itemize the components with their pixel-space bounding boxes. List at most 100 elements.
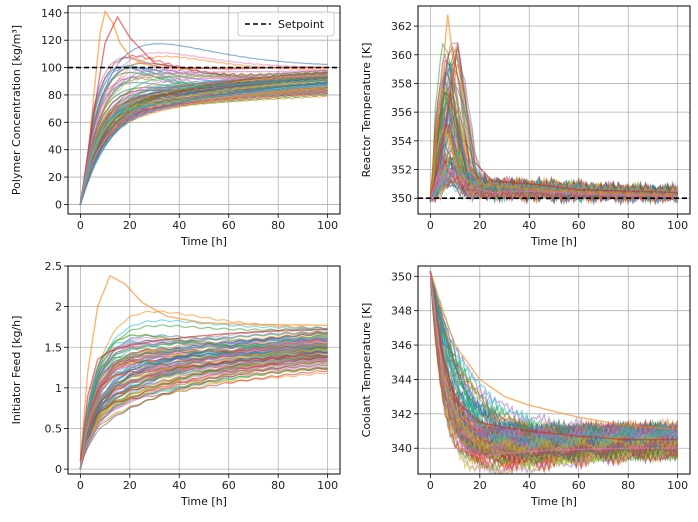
x-tick-label: 0: [77, 219, 84, 232]
x-axis-label: Time [h]: [180, 235, 227, 248]
series-min: [79, 358, 328, 466]
series-mid: [79, 328, 328, 462]
y-tick-label: 2.5: [45, 260, 63, 273]
trajectory-line: [79, 79, 328, 205]
y-tick-label: 2: [55, 301, 62, 314]
trajectory-line: [79, 331, 328, 470]
x-axis-label: Time [h]: [180, 495, 227, 508]
chart-polymer: 0 20 40 60 80 100 0 20 40 60 80 100 120 140 Time [h] Po…: [10, 5, 341, 248]
y-tick-label: 356: [391, 106, 412, 119]
trajectory-line: [79, 83, 328, 205]
trajectory-line: [79, 363, 328, 470]
trajectory-line: [79, 89, 328, 205]
x-tick-label: 20: [473, 219, 487, 232]
trajectory-line: [429, 271, 679, 442]
x-tick-label: 40: [172, 219, 186, 232]
trajectory-line: [79, 310, 328, 470]
x-tick-label: 0: [77, 479, 84, 492]
x-tick-label: 20: [473, 479, 487, 492]
y-tick-label: 120: [41, 34, 62, 47]
series-slow: [79, 83, 328, 205]
trajectory-line: [79, 358, 328, 470]
y-tick-label: 360: [391, 49, 412, 62]
trajectory-line: [79, 347, 328, 470]
trajectory-bundle: [79, 9, 328, 206]
y-tick-label: 352: [391, 164, 412, 177]
trajectory-line: [429, 126, 679, 200]
x-tick-label: 80: [621, 479, 635, 492]
legend-box: [237, 11, 335, 37]
y-tick-label: 100: [41, 62, 62, 75]
y-axis-label: Polymer Concentration [kg/m³]: [10, 25, 23, 195]
trajectory-bundle: [429, 14, 679, 206]
axes-frame: [417, 265, 691, 475]
x-tick-label: 60: [572, 479, 586, 492]
y-tick-label: 350: [391, 192, 412, 205]
y-axis-label: Initiator Feed [kg/h]: [10, 316, 23, 425]
x-tick-label: 100: [667, 219, 688, 232]
x-tick-label: 0: [427, 479, 434, 492]
x-tick-label: 100: [317, 219, 338, 232]
x-axis-label: Time [h]: [530, 495, 577, 508]
y-tick-label: 40: [48, 144, 62, 157]
trajectory-bundle: [429, 270, 679, 474]
x-tick-label: 100: [317, 479, 338, 492]
y-tick-label: 362: [391, 20, 412, 33]
y-axis-label: Reactor Temperature [K]: [360, 43, 373, 178]
trajectory-line: [79, 70, 328, 205]
axes-frame: [67, 5, 341, 215]
series-medium: [79, 69, 328, 205]
y-tick-label: 1: [55, 382, 62, 395]
x-tick-label: 0: [427, 219, 434, 232]
y-tick-label: 0: [55, 463, 62, 476]
trajectory-bundle: [79, 274, 328, 470]
y-tick-label: 1.5: [45, 341, 63, 354]
series-late-peak: [429, 43, 678, 199]
trajectory-line: [79, 332, 328, 470]
trajectory-line: [79, 337, 328, 470]
legend-setpoint-label: Setpoint: [278, 18, 325, 31]
series-low: [429, 271, 678, 458]
y-tick-label: 350: [391, 270, 412, 283]
axes-frame: [67, 265, 341, 475]
series-mid: [429, 271, 678, 441]
y-tick-label: 0.5: [45, 423, 63, 436]
trajectory-line: [79, 65, 328, 205]
y-tick-label: 340: [391, 442, 412, 455]
y-tick-label: 358: [391, 77, 412, 90]
x-tick-label: 20: [123, 219, 137, 232]
x-tick-label: 60: [572, 219, 586, 232]
x-tick-label: 60: [222, 479, 236, 492]
trajectory-line: [79, 72, 328, 205]
y-tick-label: 346: [391, 339, 412, 352]
x-tick-label: 100: [667, 479, 688, 492]
y-tick-label: 80: [48, 89, 62, 102]
trajectory-line: [79, 75, 328, 205]
chart-initiator: 0 20 40 60 80 100 0 0.5 1 1.5 2 2.5 Time [h] Initiato…: [10, 260, 341, 508]
trajectory-line: [79, 332, 328, 470]
trajectory-line: [79, 338, 328, 470]
y-tick-label: 348: [391, 305, 412, 318]
x-tick-label: 80: [271, 219, 285, 232]
trajectory-line: [79, 360, 328, 470]
trajectory-line: [429, 271, 679, 454]
x-tick-label: 80: [271, 479, 285, 492]
trajectory-line: [429, 271, 679, 461]
x-tick-label: 20: [123, 479, 137, 492]
trajectory-line: [79, 326, 328, 470]
y-tick-label: 20: [48, 171, 62, 184]
legend: Setpoint: [237, 11, 335, 37]
x-tick-label: 40: [172, 479, 186, 492]
axes-frame: [417, 5, 691, 215]
x-tick-label: 60: [222, 219, 236, 232]
series-max: [79, 274, 328, 462]
x-tick-label: 40: [522, 479, 536, 492]
x-tick-label: 80: [621, 219, 635, 232]
chart-reactor: 0 20 40 60 80 100 350 352 354 356 358 360 362 Time [h…: [360, 5, 691, 248]
y-tick-label: 140: [41, 7, 62, 20]
y-tick-label: 354: [391, 135, 412, 148]
y-tick-label: 344: [391, 373, 412, 386]
x-axis-label: Time [h]: [530, 235, 577, 248]
y-tick-label: 0: [55, 198, 62, 211]
